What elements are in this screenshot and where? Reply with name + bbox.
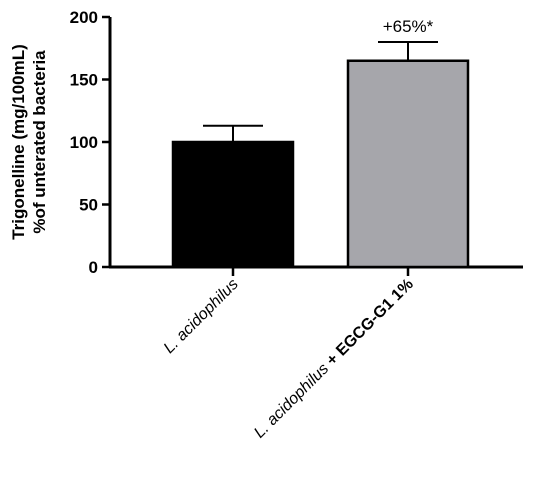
category-label-1: L. acidophilus [161,276,242,357]
y-axis-label: Trigonelline (mg/100mL) %of unterated ba… [9,44,49,240]
bar-2 [346,59,470,269]
bars [171,41,470,269]
category-label-2: L. acidophilus + EGCG-G1 1% [251,276,417,442]
category-label-italic: L. acidophilus [251,360,332,441]
y-axis-label-line2: %of unterated bacteria [30,50,49,234]
y-tick-label: 50 [79,196,98,215]
category-label-italic: L. acidophilus [161,276,242,357]
y-axis-label-line1: Trigonelline (mg/100mL) [9,44,28,240]
y-tick-label: 200 [70,8,98,27]
bar-1 [171,140,295,269]
y-tick-label: 150 [70,71,98,90]
category-label-rest: + EGCG-G1 1% [320,276,417,373]
significance-annotation: +65%* [383,17,434,36]
y-tick-label: 100 [70,133,98,152]
y-tick-label: 0 [89,258,98,277]
